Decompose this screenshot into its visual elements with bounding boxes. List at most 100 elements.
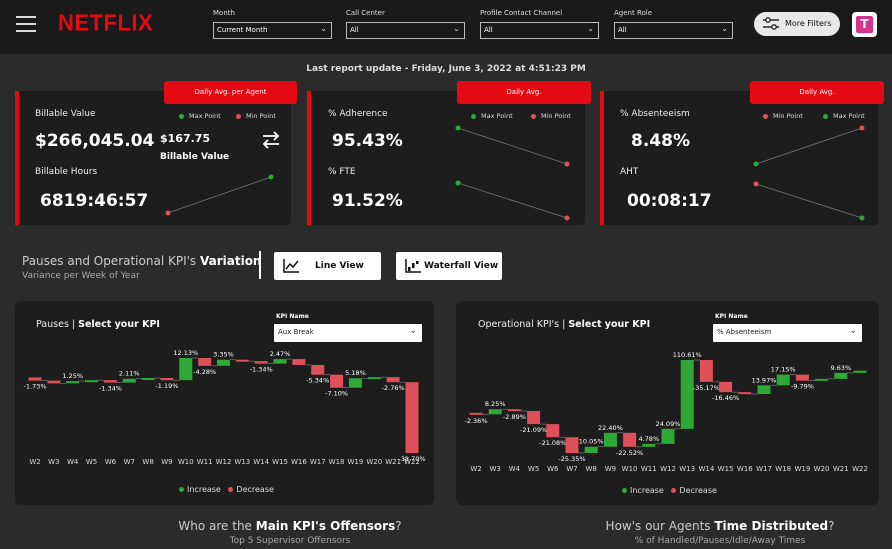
legend-max: Max Point <box>823 112 865 120</box>
x-tick-label: W18 <box>775 465 791 473</box>
legend-min: Min Point <box>763 112 803 120</box>
x-tick-label: W13 <box>679 465 695 473</box>
waterfall-bar <box>386 377 400 383</box>
waterfall-bar <box>546 424 560 438</box>
x-tick-label: W12 <box>660 465 676 473</box>
offensors-subtitle: Top 5 Supervisor Offensors <box>229 536 351 546</box>
data-label: -1.34% <box>99 385 122 393</box>
x-tick-label: W8 <box>142 458 153 466</box>
sparkline <box>753 125 865 221</box>
waterfall-bar <box>254 361 268 364</box>
month-select[interactable]: Current Month ⌄ <box>213 22 332 39</box>
chart-legend: Increase Decrease <box>179 485 274 494</box>
x-tick-label: W14 <box>253 458 269 466</box>
menu-icon[interactable] <box>16 16 36 32</box>
data-label: 8.25% <box>485 400 506 408</box>
data-label: -9.79% <box>791 383 814 391</box>
filter-label: Profile Contact Channel <box>480 9 563 17</box>
data-label: -4.28% <box>193 368 216 376</box>
metric-value: 6819:46:57 <box>40 191 149 211</box>
data-label: 13.97% <box>752 376 777 384</box>
x-tick-label: W10 <box>178 458 194 466</box>
x-tick-label: W15 <box>718 465 734 473</box>
operational-panel: Operational KPI's | Select your KPI KPI … <box>456 301 879 505</box>
waterfall-bar <box>623 432 637 447</box>
legend-max: Max Point <box>179 112 221 120</box>
data-label: 22.40% <box>598 424 623 432</box>
chevron-down-icon: ⌄ <box>721 24 728 33</box>
waterfall-bar <box>179 358 193 381</box>
chevron-down-icon: ⌄ <box>409 326 417 336</box>
x-tick-label: W19 <box>348 458 364 466</box>
data-label: 110.61% <box>673 351 702 359</box>
data-label: 2.47% <box>270 350 291 358</box>
waterfall-bar <box>795 374 809 381</box>
chevron-down-icon: ⌄ <box>587 24 594 33</box>
filter-label: Call Center <box>346 9 385 17</box>
data-label: 2.11% <box>119 370 140 378</box>
waterfall-bar <box>488 409 502 415</box>
call-center-select[interactable]: All ⌄ <box>346 22 465 39</box>
waterfall-bar <box>292 359 306 365</box>
x-tick-label: W11 <box>641 465 657 473</box>
x-tick-label: W7 <box>124 458 135 466</box>
kpi-select[interactable]: Aux Break ⌄ <box>274 324 422 342</box>
more-filters-label: More Filters <box>785 19 832 28</box>
waterfall-bar <box>367 377 381 380</box>
waterfall-bar <box>348 378 362 388</box>
kpi-select[interactable]: % Absenteeism ⌄ <box>713 324 862 342</box>
operational-waterfall-chart: -2.36% W2 8.25% W3 -2.89% W4 -21.09% W5 -21.08% W… <box>465 351 868 473</box>
data-label: 9.63% <box>830 364 851 372</box>
kpi-card-billable: Daily Avg. per Agent Billable Value $266… <box>15 81 297 225</box>
data-label: 12.13% <box>173 349 198 357</box>
swap-arrows-icon[interactable] <box>261 131 281 149</box>
side-label: Billable Value <box>160 152 230 162</box>
waterfall-bar <box>699 360 713 382</box>
line-chart-icon <box>283 259 299 273</box>
section-subtitle: Variance per Week of Year <box>22 271 140 281</box>
data-label: -22.52% <box>616 449 643 457</box>
kpi-name-label: KPI Name <box>276 313 309 320</box>
x-tick-label: W12 <box>216 458 232 466</box>
metric-label: AHT <box>620 167 639 177</box>
data-label: -25.35% <box>558 455 585 463</box>
waterfall-bar <box>815 378 829 381</box>
metric-value: 95.43% <box>332 131 403 151</box>
offensors-title: Who are the Main KPI's Offensors? <box>178 519 402 533</box>
pauses-panel: Pauses | Select your KPI KPI Name Aux Br… <box>15 301 434 505</box>
waterfall-bar <box>738 392 752 395</box>
waterfall-bar <box>141 378 155 381</box>
x-tick-label: W2 <box>29 458 40 466</box>
metric-label: % FTE <box>328 167 356 177</box>
waterfall-bar <box>507 409 521 412</box>
waterfall-bar <box>28 377 42 381</box>
data-label: -1.34% <box>250 366 273 374</box>
filter-label: Agent Role <box>614 9 653 17</box>
waterfall-bar <box>680 360 694 429</box>
x-tick-label: W22 <box>852 465 868 473</box>
x-tick-label: W3 <box>490 465 501 473</box>
contact-channel-select[interactable]: All ⌄ <box>480 22 599 39</box>
data-label: -1.73% <box>24 383 47 391</box>
agent-role-select[interactable]: All ⌄ <box>614 22 733 39</box>
x-tick-label: W7 <box>566 465 577 473</box>
time-distribution-title: How's our Agents Time Distributed? <box>605 519 835 533</box>
legend-min: Min Point <box>531 112 571 120</box>
data-label: 3.35% <box>213 351 234 359</box>
card-tag: Daily Avg. <box>457 81 591 104</box>
x-tick-label: W5 <box>86 458 97 466</box>
company-logo[interactable]: T <box>852 12 877 37</box>
chart-legend: Increase Decrease <box>622 486 717 495</box>
more-filters-button[interactable]: More Filters <box>754 12 840 36</box>
waterfall-bar <box>603 432 617 447</box>
divider <box>259 251 261 279</box>
data-label: -21.09% <box>520 426 547 434</box>
x-tick-label: W10 <box>622 465 638 473</box>
waterfall-bar <box>565 437 579 453</box>
waterfall-view-button[interactable]: Waterfall View <box>396 252 502 280</box>
legend-min: Min Point <box>236 112 276 120</box>
line-view-button[interactable]: Line View <box>274 252 381 280</box>
waterfall-bar <box>311 364 325 375</box>
chevron-down-icon: ⌄ <box>849 326 857 336</box>
x-tick-label: W17 <box>310 458 326 466</box>
